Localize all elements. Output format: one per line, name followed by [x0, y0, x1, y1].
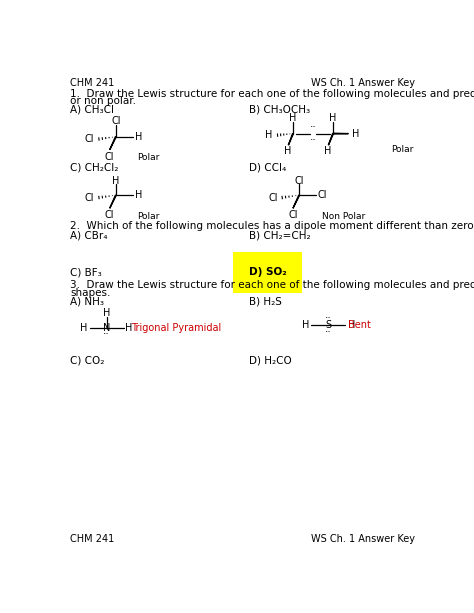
- Text: H: H: [135, 132, 142, 142]
- Text: H: H: [264, 130, 272, 140]
- Text: shapes.: shapes.: [71, 288, 111, 298]
- Text: Cl: Cl: [294, 175, 304, 186]
- Text: H: H: [112, 175, 119, 186]
- Text: ··: ··: [325, 327, 332, 337]
- Text: Cl: Cl: [288, 210, 298, 220]
- Text: H: H: [80, 322, 87, 333]
- Text: H: H: [301, 321, 309, 330]
- Polygon shape: [288, 134, 293, 145]
- Text: CHM 241: CHM 241: [71, 534, 115, 544]
- Text: A) CH₃Cl: A) CH₃Cl: [71, 105, 114, 115]
- Text: ··: ··: [310, 135, 316, 145]
- Text: C) CO₂: C) CO₂: [71, 356, 105, 366]
- Text: Polar: Polar: [392, 145, 414, 153]
- Text: CHM 241: CHM 241: [71, 78, 115, 88]
- Text: ··: ··: [310, 122, 316, 132]
- Text: Cl: Cl: [105, 152, 114, 162]
- Polygon shape: [109, 195, 116, 208]
- Text: 1.  Draw the Lewis structure for each one of the following molecules and predict: 1. Draw the Lewis structure for each one…: [71, 89, 474, 99]
- Text: H: H: [329, 113, 337, 123]
- Text: Cl: Cl: [318, 190, 327, 200]
- Text: D) CCl₄: D) CCl₄: [249, 162, 286, 172]
- Text: Bent: Bent: [348, 321, 371, 330]
- Polygon shape: [109, 137, 116, 150]
- Text: B) CH₂=CH₂: B) CH₂=CH₂: [249, 230, 311, 240]
- Text: Cl: Cl: [85, 134, 94, 144]
- Text: 3.  Draw the Lewis structure for each one of the following molecules and predict: 3. Draw the Lewis structure for each one…: [71, 280, 474, 291]
- Text: D) SO₂: D) SO₂: [249, 267, 287, 277]
- Polygon shape: [333, 133, 348, 134]
- Text: or non polar.: or non polar.: [71, 96, 137, 105]
- Text: H: H: [125, 322, 132, 333]
- Text: H: H: [103, 308, 110, 318]
- Text: H: H: [353, 129, 360, 139]
- Text: H: H: [348, 321, 355, 330]
- Text: C) BF₃: C) BF₃: [71, 267, 102, 277]
- Text: H: H: [135, 190, 142, 200]
- Text: B) H₂S: B) H₂S: [249, 297, 282, 306]
- Text: S: S: [325, 321, 331, 330]
- Text: C) CH₂Cl₂: C) CH₂Cl₂: [71, 162, 119, 172]
- Polygon shape: [328, 134, 333, 145]
- Text: WS Ch. 1 Answer Key: WS Ch. 1 Answer Key: [311, 78, 415, 88]
- Text: Cl: Cl: [268, 192, 278, 202]
- Text: D) H₂CO: D) H₂CO: [249, 356, 292, 366]
- Text: Non Polar: Non Polar: [322, 212, 365, 221]
- Text: H: H: [284, 147, 291, 156]
- Text: Cl: Cl: [85, 192, 94, 202]
- Text: N: N: [103, 322, 110, 333]
- Text: Trigonal Pyramidal: Trigonal Pyramidal: [131, 322, 221, 333]
- Text: A) NH₃: A) NH₃: [71, 297, 104, 306]
- Text: B) CH₃OCH₃: B) CH₃OCH₃: [249, 105, 310, 115]
- Text: Polar: Polar: [137, 153, 160, 162]
- Text: H: H: [289, 113, 297, 123]
- Text: ··: ··: [325, 313, 332, 324]
- Text: A) CBr₄: A) CBr₄: [71, 230, 108, 240]
- Text: H: H: [324, 147, 331, 156]
- Text: ··: ··: [103, 330, 110, 340]
- Text: Cl: Cl: [111, 116, 120, 126]
- Text: Polar: Polar: [137, 211, 160, 221]
- Text: 2.  Which of the following molecules has a dipole moment different than zero?: 2. Which of the following molecules has …: [71, 221, 474, 231]
- Text: WS Ch. 1 Answer Key: WS Ch. 1 Answer Key: [311, 534, 415, 544]
- Polygon shape: [293, 195, 300, 208]
- Text: Cl: Cl: [105, 210, 114, 220]
